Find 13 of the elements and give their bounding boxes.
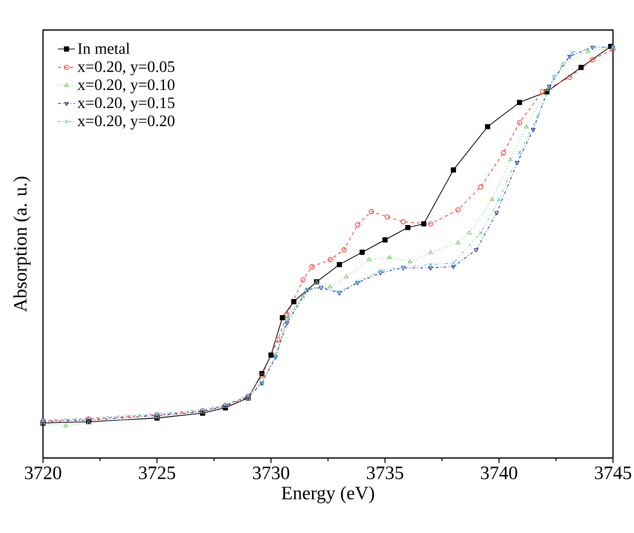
legend-label: x=0.20, y=0.15 [78,97,174,112]
legend-label: x=0.20, y=0.20 [78,116,174,130]
x-tick-label: 3720 [24,466,62,480]
legend-label: x=0.20, y=0.10 [78,79,174,94]
legend-label: In metal [78,42,130,54]
x-tick-label: 3740 [480,466,518,480]
x-tick-label: 3735 [366,466,404,480]
y-axis-title: Absorption (a. u.) [13,176,31,312]
x-tick-label: 3725 [138,466,176,480]
x-tick-label: 3730 [252,466,290,480]
x-axis-title: Energy (eV) [282,486,374,504]
legend-label: x=0.20, y=0.05 [78,61,174,76]
x-tick-label: 3745 [594,466,632,480]
